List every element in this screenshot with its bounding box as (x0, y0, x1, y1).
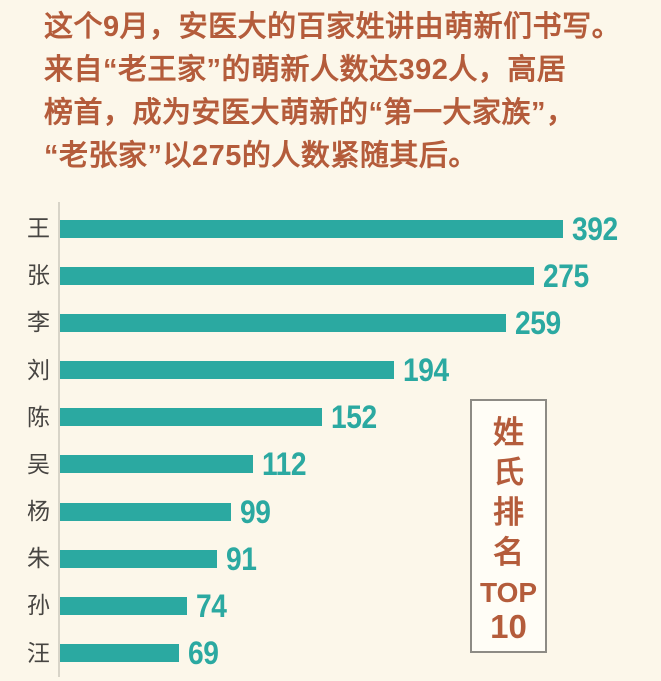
bar-row: 张 275 (0, 253, 661, 299)
bar-row: 孙 74 (0, 583, 661, 629)
category-label: 王 (27, 215, 50, 241)
category-label: 朱 (27, 545, 50, 572)
bar-row: 汪 69 (0, 630, 661, 676)
bar-row: 吴 112 (0, 441, 661, 487)
intro-text: 这个9月，安医大的百家姓讲由萌新们书写。 来自“老王家”的萌新人数达392人，高… (44, 6, 650, 178)
bar (60, 313, 506, 332)
bar (60, 266, 534, 285)
value-label: 194 (403, 352, 449, 388)
bar (60, 502, 231, 521)
category-label: 陈 (27, 403, 50, 430)
ranking-title-box: 姓氏排名 TOP 10 (470, 399, 547, 653)
value-label: 275 (543, 257, 589, 294)
bar (60, 361, 394, 379)
value-label: 91 (226, 540, 257, 577)
intro-line-4: “老张家”以275的人数紧随其后。 (44, 140, 478, 172)
bar (60, 408, 322, 427)
bar-row: 李 259 (0, 300, 661, 346)
bar (60, 644, 179, 663)
bar (60, 596, 187, 615)
category-label: 孙 (27, 592, 50, 619)
category-label: 刘 (27, 356, 50, 383)
intro-line-1: 这个9月，安医大的百家姓讲由萌新们书写。 (44, 11, 622, 43)
bar (60, 219, 563, 238)
bar-row: 刘 194 (0, 347, 661, 393)
ranking-top-label: TOP (479, 577, 538, 608)
category-label: 李 (27, 309, 50, 336)
ranking-title-vertical: 姓氏排名 (493, 415, 524, 570)
category-label: 吴 (27, 450, 50, 477)
bar-row: 陈 152 (0, 394, 661, 440)
value-label: 112 (262, 446, 307, 483)
value-label: 74 (196, 587, 227, 624)
value-label: 69 (188, 635, 219, 672)
y-axis-line (58, 202, 60, 677)
value-label: 99 (240, 493, 271, 530)
ranking-top-number: 10 (490, 607, 527, 645)
bar (60, 455, 253, 474)
value-label: 259 (515, 304, 561, 341)
value-label: 152 (331, 399, 377, 436)
intro-line-2: 来自“老王家”的萌新人数达392人，高居 (44, 54, 567, 86)
intro-line-3: 榜首，成为安医大萌新的“第一大家族”， (44, 97, 576, 129)
category-label: 张 (27, 262, 50, 289)
bar-row: 王 392 (0, 206, 661, 252)
value-label: 392 (572, 210, 618, 247)
bar (60, 549, 217, 568)
category-label: 汪 (27, 639, 50, 666)
bar-row: 朱 91 (0, 536, 661, 582)
category-label: 杨 (27, 498, 50, 525)
bar-row: 杨 99 (0, 489, 661, 535)
bar-chart: 王 392 张 275 李 259 刘 194 陈 152 吴 112 杨 99 朱 91 孙 74 汪 69 (0, 195, 661, 681)
